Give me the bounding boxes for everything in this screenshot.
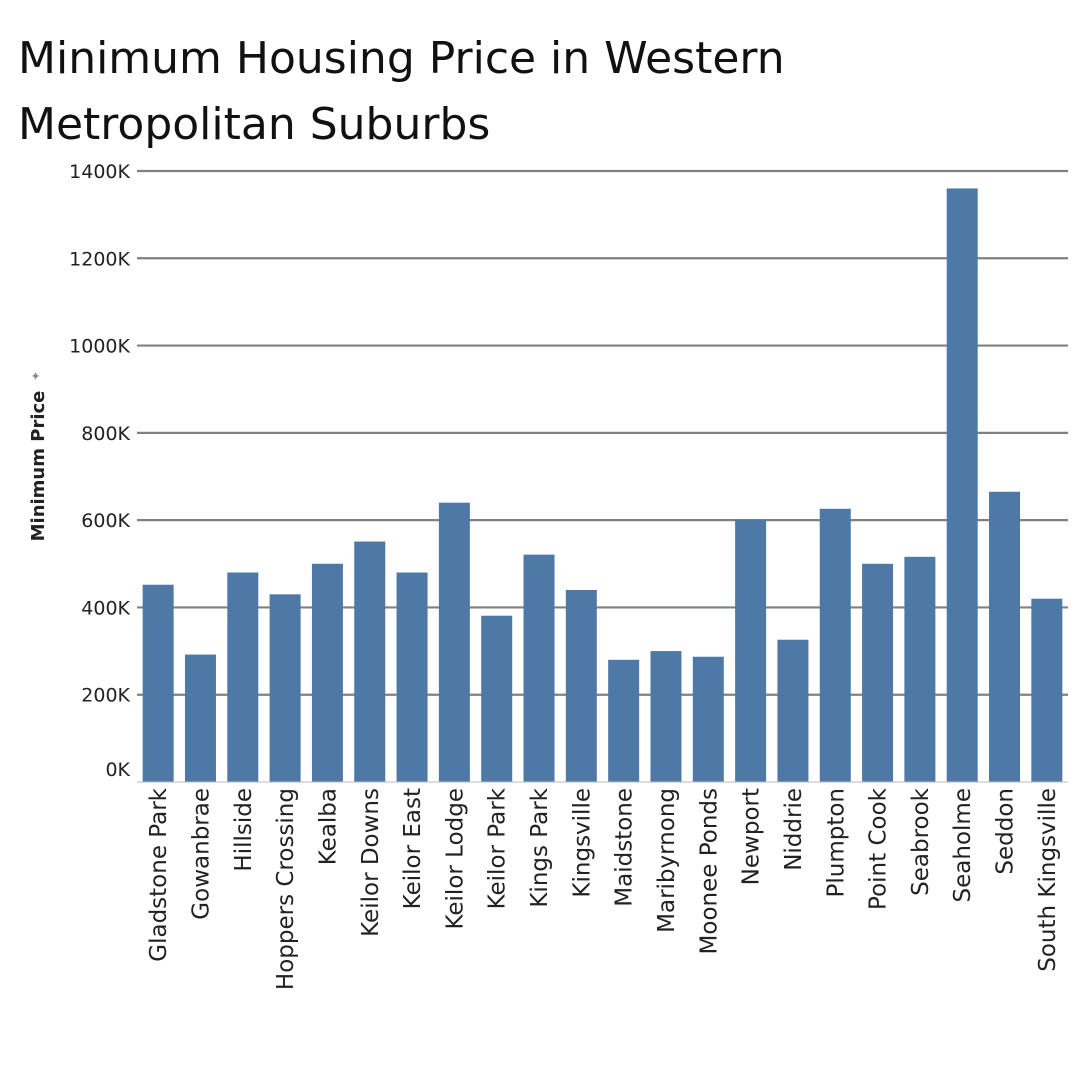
y-tick-label: 200K — [81, 685, 130, 707]
bar — [904, 556, 936, 782]
x-tick-label: Keilor Lodge — [442, 788, 468, 930]
bar — [227, 572, 259, 782]
bar — [862, 563, 894, 782]
bar — [608, 659, 640, 782]
x-tick-label: Plumpton — [823, 788, 849, 898]
x-tick-label: Seaholme — [950, 788, 976, 902]
bar — [269, 594, 301, 782]
x-tick-label: Niddrie — [781, 788, 807, 871]
bar — [311, 563, 343, 782]
x-tick-label: Point Cook — [866, 787, 892, 910]
bar — [777, 639, 809, 782]
bar — [565, 589, 597, 782]
bar — [989, 491, 1021, 782]
x-tick-label: Seddon — [993, 788, 1019, 875]
x-tick-label: Newport — [739, 788, 765, 885]
x-tick-label: Kings Park — [527, 787, 553, 907]
x-tick-label: Moonee Ponds — [696, 788, 722, 954]
bars — [142, 188, 1063, 782]
pin-icon: ✦ — [29, 371, 43, 381]
y-axis-title: Minimum Price — [28, 391, 49, 542]
x-tick-label: Keilor East — [400, 788, 426, 909]
bar — [481, 615, 513, 782]
x-tick-label: Maidstone — [612, 788, 638, 907]
bar — [819, 508, 851, 782]
x-tick-label: Hillside — [231, 788, 257, 872]
y-tick-label: 1000K — [69, 336, 130, 358]
y-tick-label: 0K — [105, 759, 130, 781]
bar — [354, 541, 386, 782]
x-tick-label: Keilor Downs — [358, 788, 384, 937]
bar — [1031, 598, 1063, 782]
y-tick-label: 800K — [81, 423, 130, 445]
bar — [650, 651, 682, 782]
y-tick-label: 1200K — [69, 248, 130, 270]
chart-title: Minimum Housing Price in Western Metropo… — [18, 33, 785, 150]
bar — [396, 572, 428, 782]
x-tick-label: Kealba — [315, 788, 341, 865]
x-tick-label: Gowanbrae — [188, 788, 214, 920]
bar — [523, 554, 555, 782]
y-tick-label: 400K — [81, 597, 130, 619]
x-tick-label: Gladstone Park — [146, 787, 172, 961]
y-axis-ticks: 0K 200K 400K 600K 800K 1000K 1200K 1400K — [69, 161, 130, 781]
bar — [438, 502, 470, 782]
x-tick-label: Maribyrnong — [654, 788, 680, 933]
x-tick-label: Kingsville — [569, 788, 595, 898]
x-axis-ticks: Gladstone Park Gowanbrae Hillside Hoppers C… — [146, 787, 1061, 990]
bar — [692, 656, 724, 782]
bar — [142, 584, 174, 782]
x-tick-label: Hoppers Crossing — [273, 788, 299, 990]
y-tick-label: 600K — [81, 510, 130, 532]
x-tick-label: Seabrook — [908, 787, 934, 896]
bar — [735, 519, 767, 782]
y-tick-label: 1400K — [69, 161, 130, 183]
x-tick-label: Keilor Park — [485, 787, 511, 909]
bar — [946, 188, 978, 782]
bar — [184, 654, 216, 782]
x-tick-label: South Kingsville — [1035, 788, 1061, 972]
